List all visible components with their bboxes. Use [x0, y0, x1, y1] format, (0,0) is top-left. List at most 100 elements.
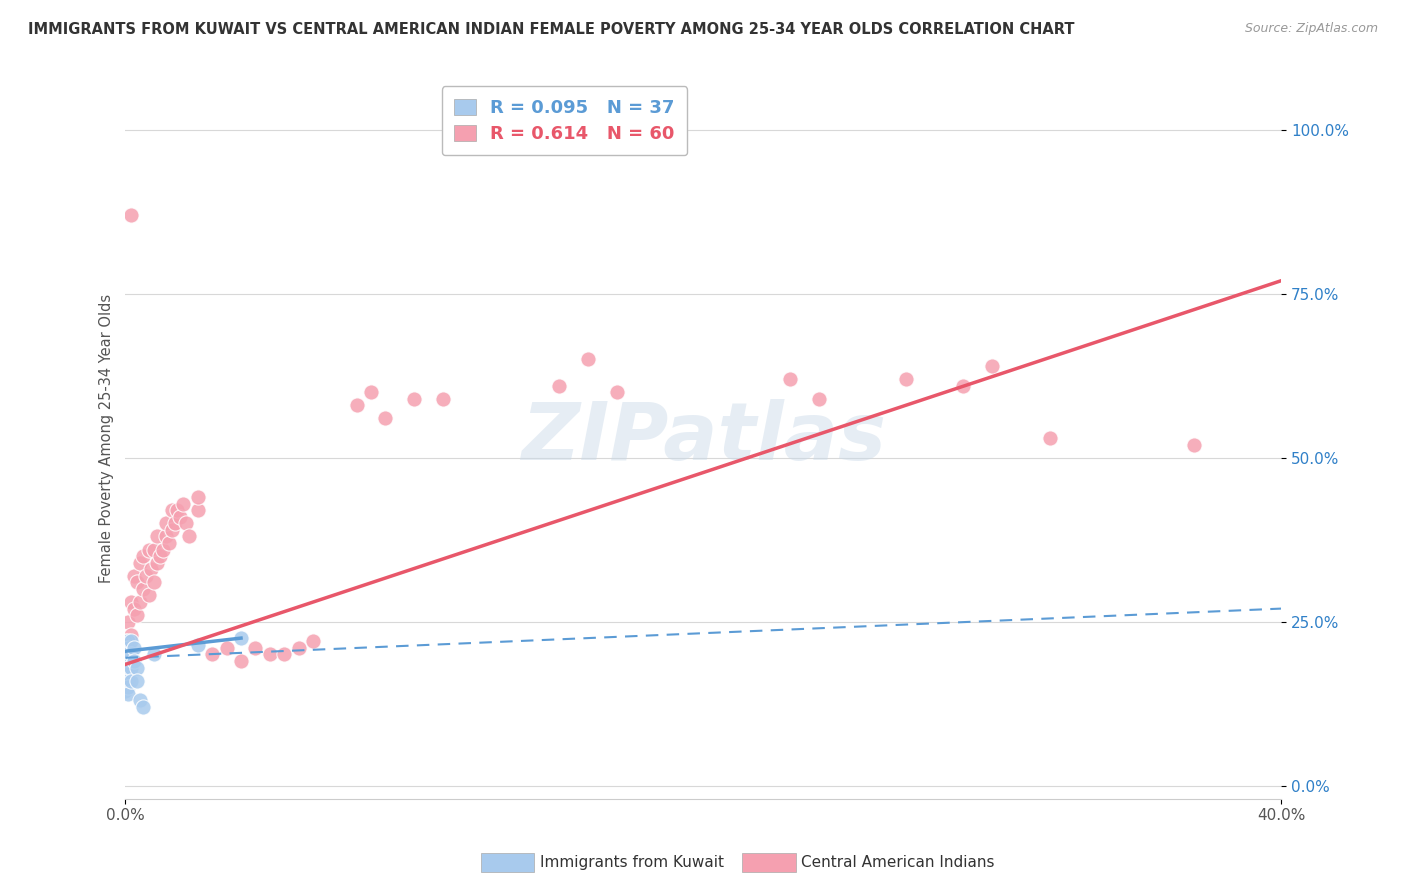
- Point: [177, 529, 200, 543]
- Point: [129, 693, 152, 707]
- Y-axis label: Female Poverty Among 25-34 Year Olds: Female Poverty Among 25-34 Year Olds: [100, 293, 114, 582]
- Point: [229, 631, 252, 645]
- Point: [163, 516, 186, 531]
- Point: [125, 575, 148, 590]
- Point: [114, 683, 136, 698]
- Point: [117, 660, 139, 674]
- Point: [302, 634, 325, 648]
- Point: [138, 589, 160, 603]
- Point: [404, 392, 426, 406]
- Point: [229, 654, 252, 668]
- Point: [138, 542, 160, 557]
- Point: [114, 667, 136, 681]
- Point: [122, 569, 145, 583]
- Point: [117, 648, 139, 662]
- Point: [166, 503, 188, 517]
- Point: [981, 359, 1004, 373]
- Point: [122, 640, 145, 655]
- Point: [169, 509, 191, 524]
- Point: [114, 654, 136, 668]
- Point: [120, 634, 142, 648]
- Point: [114, 644, 136, 658]
- Point: [174, 516, 197, 531]
- Point: [155, 529, 177, 543]
- Point: [432, 392, 454, 406]
- Point: [120, 660, 142, 674]
- Point: [374, 411, 396, 425]
- Point: [143, 648, 166, 662]
- Point: [157, 536, 180, 550]
- Point: [201, 648, 224, 662]
- Text: Source: ZipAtlas.com: Source: ZipAtlas.com: [1244, 22, 1378, 36]
- Point: [146, 556, 169, 570]
- Point: [117, 667, 139, 681]
- Point: [114, 670, 136, 684]
- Legend: R = 0.095   N = 37, R = 0.614   N = 60: R = 0.095 N = 37, R = 0.614 N = 60: [441, 87, 688, 155]
- Point: [135, 569, 157, 583]
- Point: [132, 549, 155, 563]
- Point: [160, 503, 183, 517]
- Point: [125, 673, 148, 688]
- Point: [172, 497, 194, 511]
- Point: [779, 372, 801, 386]
- Point: [346, 398, 368, 412]
- Point: [259, 648, 281, 662]
- Text: ZIPatlas: ZIPatlas: [520, 399, 886, 477]
- Point: [215, 640, 238, 655]
- Point: [117, 634, 139, 648]
- Point: [152, 542, 174, 557]
- Point: [120, 648, 142, 662]
- Point: [360, 385, 382, 400]
- Point: [120, 673, 142, 688]
- Point: [143, 575, 166, 590]
- Point: [114, 660, 136, 674]
- Point: [114, 677, 136, 691]
- Point: [1184, 437, 1206, 451]
- Point: [132, 700, 155, 714]
- Point: [129, 595, 152, 609]
- Point: [117, 615, 139, 629]
- Point: [120, 595, 142, 609]
- Point: [245, 640, 267, 655]
- Text: Central American Indians: Central American Indians: [801, 855, 995, 870]
- Text: IMMIGRANTS FROM KUWAIT VS CENTRAL AMERICAN INDIAN FEMALE POVERTY AMONG 25-34 YEA: IMMIGRANTS FROM KUWAIT VS CENTRAL AMERIC…: [28, 22, 1074, 37]
- Point: [129, 556, 152, 570]
- Point: [807, 392, 830, 406]
- Point: [117, 654, 139, 668]
- Point: [114, 634, 136, 648]
- Point: [1039, 431, 1062, 445]
- Point: [155, 516, 177, 531]
- Point: [114, 648, 136, 662]
- Point: [122, 601, 145, 615]
- Point: [114, 680, 136, 694]
- Point: [114, 648, 136, 662]
- Point: [117, 640, 139, 655]
- Point: [114, 657, 136, 672]
- Point: [141, 562, 163, 576]
- Point: [894, 372, 917, 386]
- Point: [114, 650, 136, 665]
- Point: [117, 687, 139, 701]
- Point: [187, 503, 209, 517]
- Point: [606, 385, 628, 400]
- Point: [187, 490, 209, 504]
- Point: [146, 529, 169, 543]
- Point: [132, 582, 155, 596]
- Point: [288, 640, 311, 655]
- Point: [143, 542, 166, 557]
- Point: [122, 654, 145, 668]
- Point: [952, 378, 974, 392]
- Text: Immigrants from Kuwait: Immigrants from Kuwait: [540, 855, 724, 870]
- Point: [114, 664, 136, 678]
- Point: [125, 660, 148, 674]
- Point: [273, 648, 295, 662]
- Point: [149, 549, 172, 563]
- Point: [125, 608, 148, 623]
- Point: [576, 352, 599, 367]
- Point: [114, 673, 136, 688]
- Point: [120, 208, 142, 222]
- Point: [547, 378, 569, 392]
- Point: [114, 638, 136, 652]
- Point: [187, 638, 209, 652]
- Point: [160, 523, 183, 537]
